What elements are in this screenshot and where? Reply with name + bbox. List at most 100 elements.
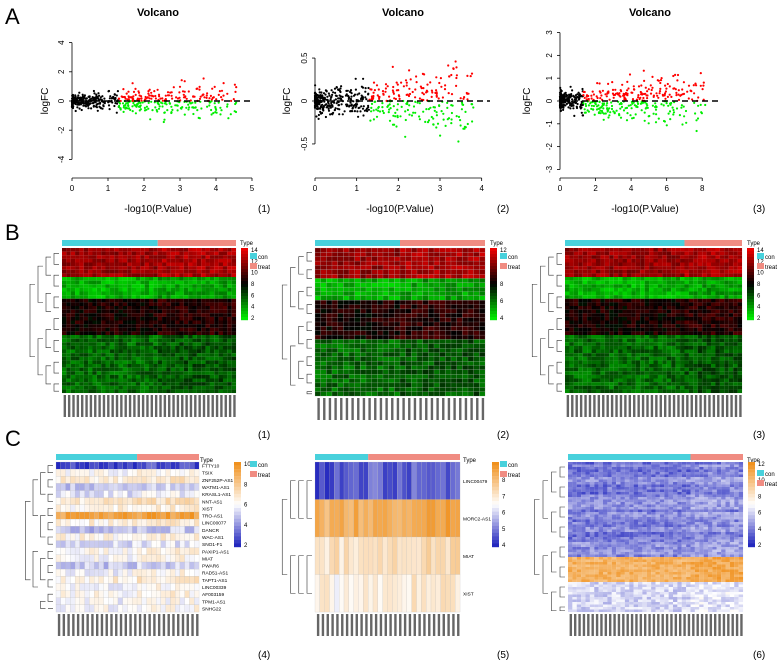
heatmap-cell bbox=[184, 295, 188, 299]
heatmap-cell bbox=[592, 281, 596, 285]
volcano-point bbox=[137, 90, 139, 92]
legend-swatch-con bbox=[500, 253, 507, 259]
heatmap-cell bbox=[158, 310, 162, 314]
heatmap-cell bbox=[372, 261, 378, 265]
volcano-point bbox=[188, 106, 190, 108]
heatmap-cell bbox=[417, 348, 423, 352]
heatmap-cell bbox=[136, 295, 140, 299]
heatmap-cell bbox=[136, 360, 140, 364]
volcano-point bbox=[167, 91, 169, 93]
volcano-point bbox=[414, 96, 416, 98]
volcano-point bbox=[571, 98, 573, 100]
panel-label-a: A bbox=[5, 4, 20, 29]
heatmap-cell bbox=[79, 259, 83, 263]
heatmap-cell bbox=[92, 306, 96, 310]
heatmap-cell bbox=[332, 261, 338, 265]
heatmap-cell bbox=[662, 248, 666, 252]
volcano-point bbox=[352, 107, 354, 109]
column-label-mark bbox=[194, 395, 196, 417]
heatmap-cell bbox=[707, 281, 711, 285]
heatmap-cell bbox=[136, 284, 140, 288]
heatmap-cell bbox=[66, 382, 70, 386]
heatmap-cell bbox=[394, 252, 400, 256]
heatmap-cell bbox=[201, 295, 205, 299]
heatmap-cell bbox=[428, 374, 434, 378]
heatmap-cell bbox=[201, 331, 205, 335]
heatmap-cell bbox=[355, 287, 361, 291]
volcano-point bbox=[171, 91, 173, 93]
heatmap-cell bbox=[184, 266, 188, 270]
heatmap-cell bbox=[627, 292, 631, 296]
heatmap-cell bbox=[188, 346, 192, 350]
heatmap-cell bbox=[315, 252, 321, 256]
heatmap-cell bbox=[400, 274, 406, 278]
heatmap-cell bbox=[132, 389, 136, 393]
heatmap-cell bbox=[188, 321, 192, 325]
heatmap-cell bbox=[210, 288, 214, 292]
heatmap-cell bbox=[609, 259, 613, 263]
heatmap-cell bbox=[214, 375, 218, 379]
volcano-point bbox=[444, 84, 446, 86]
heatmap-cell bbox=[332, 309, 338, 313]
heatmap-cell bbox=[332, 278, 338, 282]
heatmap-cell bbox=[729, 284, 733, 288]
heatmap-cell bbox=[166, 255, 170, 259]
heatmap-cell bbox=[738, 281, 742, 285]
heatmap-cell bbox=[232, 379, 236, 383]
heatmap-cell bbox=[468, 313, 474, 317]
volcano-point bbox=[455, 60, 457, 62]
heatmap-cell bbox=[377, 265, 383, 269]
heatmap-cell bbox=[210, 360, 214, 364]
heatmap-cell bbox=[400, 265, 406, 269]
heatmap-cell bbox=[667, 255, 671, 259]
heatmap-cell bbox=[114, 379, 118, 383]
heatmap-cell bbox=[462, 392, 468, 396]
column-label-mark bbox=[385, 398, 387, 420]
heatmap-cell bbox=[649, 259, 653, 263]
heatmap-cell bbox=[662, 255, 666, 259]
heatmap-cell bbox=[92, 273, 96, 277]
heatmap-cell bbox=[587, 259, 591, 263]
heatmap-cell bbox=[193, 335, 197, 339]
heatmap-cell bbox=[479, 344, 485, 348]
volcano-point bbox=[109, 108, 111, 110]
heatmap-cell bbox=[440, 374, 446, 378]
heatmap-cell bbox=[166, 382, 170, 386]
heatmap-cell bbox=[153, 371, 157, 375]
heatmap-cell bbox=[88, 284, 92, 288]
heatmap-cell bbox=[366, 352, 372, 356]
heatmap-cell bbox=[127, 281, 131, 285]
heatmap-cell bbox=[377, 374, 383, 378]
heatmap-cell bbox=[321, 344, 327, 348]
heatmap-cell bbox=[684, 263, 688, 267]
heatmap-cell bbox=[136, 379, 140, 383]
heatmap-cell bbox=[445, 300, 451, 304]
volcano-point bbox=[398, 95, 400, 97]
volcano-point bbox=[654, 102, 656, 104]
heatmap-cell bbox=[698, 248, 702, 252]
heatmap-cell bbox=[462, 352, 468, 356]
heatmap-cell bbox=[206, 295, 210, 299]
heatmap-cell bbox=[145, 310, 149, 314]
heatmap-cell bbox=[389, 322, 395, 326]
volcano-point bbox=[161, 102, 163, 104]
heatmap-cell bbox=[92, 259, 96, 263]
legend-color-step bbox=[241, 317, 248, 320]
heatmap-cell bbox=[171, 386, 175, 390]
heatmap-cell bbox=[321, 335, 327, 339]
heatmap-cell bbox=[175, 284, 179, 288]
heatmap-cell bbox=[434, 392, 440, 396]
volcano-point bbox=[230, 113, 232, 115]
heatmap-cell bbox=[149, 339, 153, 343]
heatmap-cell bbox=[88, 259, 92, 263]
heatmap-cell bbox=[445, 283, 451, 287]
heatmap-cell bbox=[383, 305, 389, 309]
volcano-point bbox=[664, 92, 666, 94]
heatmap-cell bbox=[445, 287, 451, 291]
legend-color-step bbox=[241, 311, 248, 314]
heatmap-cell bbox=[462, 300, 468, 304]
heatmap-cell bbox=[179, 295, 183, 299]
heatmap-cell bbox=[153, 310, 157, 314]
volcano-point bbox=[381, 106, 383, 108]
heatmap-cell bbox=[479, 309, 485, 313]
